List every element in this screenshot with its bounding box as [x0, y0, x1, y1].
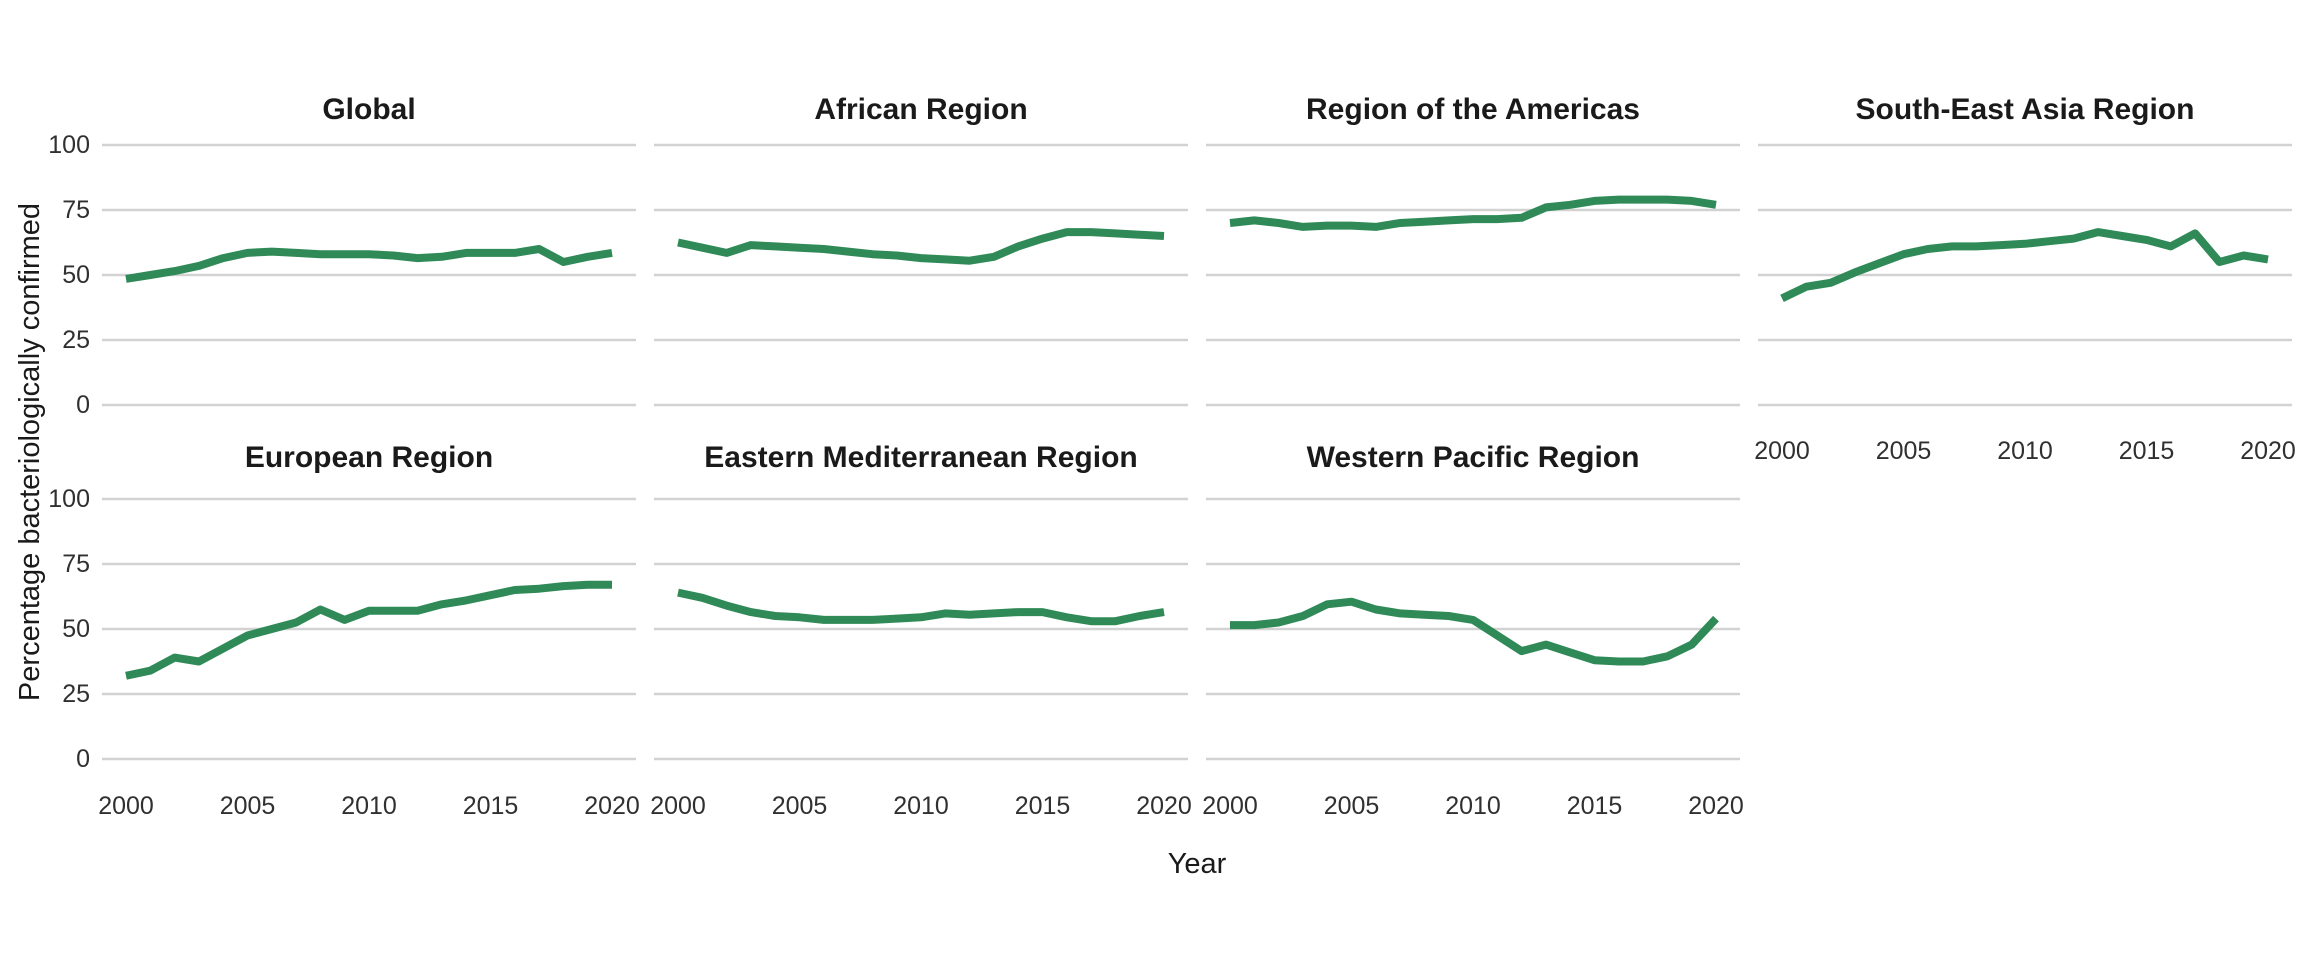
y-tick-label: 75: [62, 550, 90, 578]
y-tick-label: 75: [62, 196, 90, 224]
facet-plot: [1758, 143, 2292, 407]
x-tick-label: 2015: [1566, 792, 1623, 820]
trend-line: [1229, 195, 1717, 231]
facet-title: Global: [322, 93, 416, 126]
facet-title: Eastern Mediterranean Region: [704, 441, 1138, 474]
facet-title: European Region: [244, 441, 494, 474]
trend-line: [677, 228, 1165, 265]
y-tick-label: 25: [62, 680, 90, 708]
x-tick-label: 2005: [1323, 792, 1380, 820]
y-tick-label: 50: [62, 615, 90, 643]
trend-line: [1780, 228, 2269, 303]
trend-line: [677, 588, 1165, 626]
x-tick-label: 2000: [98, 792, 154, 820]
x-tick-label: 2005: [219, 792, 276, 820]
x-tick-label: 2005: [1875, 437, 1932, 465]
facet-plot: [654, 497, 1188, 761]
x-tick-label: 2010: [341, 792, 397, 820]
x-tick-label: 2000: [1754, 437, 1810, 465]
facet-plot: [1206, 143, 1740, 407]
facet-plot: [102, 143, 636, 407]
x-tick-label: 2015: [462, 792, 519, 820]
y-tick-label: 50: [62, 261, 90, 289]
y-tick-label: 100: [48, 485, 90, 513]
x-tick-label: 2020: [1688, 792, 1744, 820]
x-tick-label: 2010: [893, 792, 949, 820]
x-tick-label: 2015: [2118, 437, 2175, 465]
facet-plot: [654, 143, 1188, 407]
trend-line: [1230, 597, 1719, 666]
facet-plot: [1206, 497, 1740, 761]
facet-title: South-East Asia Region: [1855, 93, 2195, 126]
x-tick-label: 2020: [2240, 437, 2296, 465]
x-tick-label: 2010: [1997, 437, 2053, 465]
y-tick-label: 0: [76, 745, 90, 773]
x-tick-label: 2000: [1202, 792, 1258, 820]
y-tick-label: 25: [62, 326, 90, 354]
y-tick-label: 0: [76, 391, 90, 419]
trend-line: [125, 245, 613, 283]
x-tick-label: 2020: [1136, 792, 1192, 820]
x-tick-label: 2010: [1445, 792, 1501, 820]
x-tick-label: 2000: [650, 792, 706, 820]
x-tick-label: 2020: [584, 792, 640, 820]
x-tick-label: 2015: [1014, 792, 1071, 820]
facet-title: African Region: [814, 93, 1028, 126]
facet-title: Region of the Americas: [1306, 93, 1640, 126]
trend-line: [125, 580, 612, 680]
facet-plot: [102, 497, 636, 761]
x-axis-title: Year: [1167, 848, 1227, 880]
y-tick-label: 100: [48, 131, 90, 159]
x-tick-label: 2005: [771, 792, 828, 820]
facet-title: Western Pacific Region: [1306, 441, 1640, 474]
